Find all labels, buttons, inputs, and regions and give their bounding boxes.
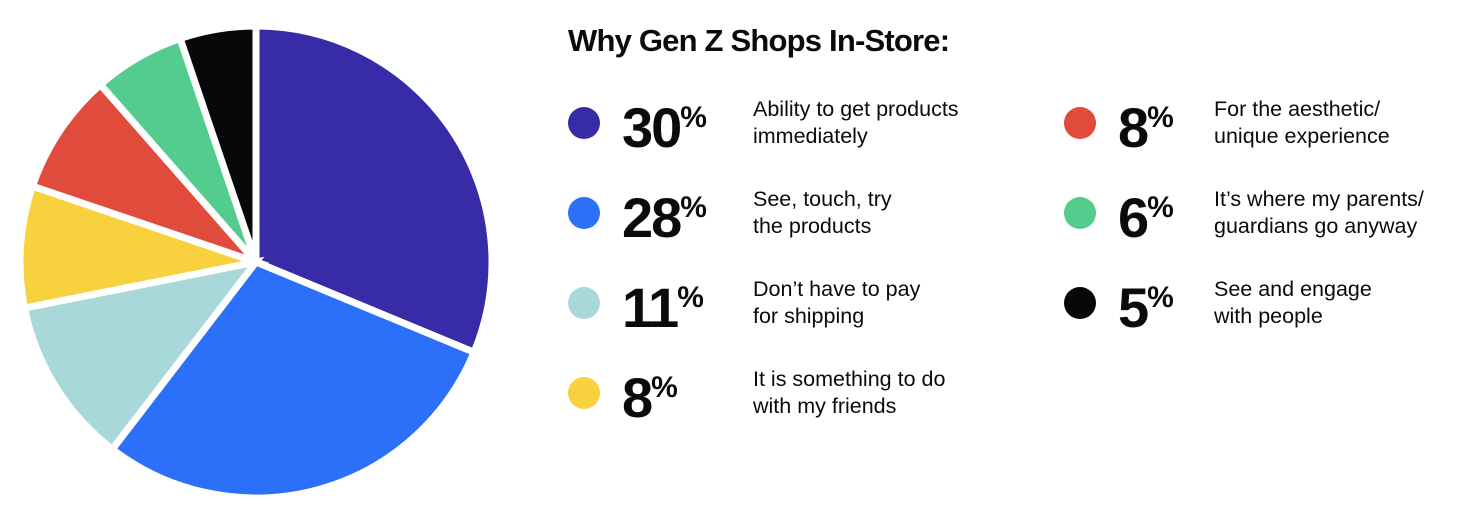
- legend-item: 8% It is something to do with my friends: [568, 348, 1064, 438]
- legend-value: 28%: [622, 180, 753, 246]
- legend-description: It’s where my parents/ guardians go anyw…: [1214, 187, 1424, 238]
- pie-slice-1: [107, 257, 479, 502]
- legend-value-number: 28: [622, 186, 682, 249]
- pie-chart: [16, 22, 496, 502]
- legend-value-number: 11: [622, 276, 679, 339]
- legend-value-number: 8: [622, 366, 653, 429]
- legend-column-right: 8% For the aesthetic/ unique experience 6%…: [1064, 78, 1458, 438]
- legend-value-number: 6: [1118, 186, 1149, 249]
- legend-description: For the aesthetic/ unique experience: [1214, 97, 1390, 148]
- legend-item: 28% See, touch, try the products: [568, 168, 1064, 258]
- legend-value: 11%: [622, 270, 753, 336]
- legend-columns: 30% Ability to get products immediately 28…: [568, 78, 1458, 438]
- legend-item: 11% Don’t have to pay for shipping: [568, 258, 1064, 348]
- pie-slice-2: [20, 256, 265, 455]
- legend-dot-icon: [568, 377, 600, 409]
- percent-sign: %: [677, 281, 704, 314]
- legend-value-number: 30: [622, 96, 682, 159]
- legend-value-number: 5: [1118, 276, 1149, 339]
- legend-description: See and engage with people: [1214, 277, 1372, 328]
- percent-sign: %: [1147, 281, 1174, 314]
- legend-item: 8% For the aesthetic/ unique experience: [1064, 78, 1458, 168]
- legend-value: 8%: [1118, 90, 1214, 156]
- legend-value: 8%: [622, 360, 753, 426]
- legend-dot-icon: [568, 107, 600, 139]
- legend-dot-icon: [1064, 287, 1096, 319]
- legend-dot-icon: [568, 287, 600, 319]
- pie-slice-6: [175, 22, 260, 264]
- legend-dot-icon: [1064, 107, 1096, 139]
- legend-panel: Why Gen Z Shops In-Store: 30% Ability to …: [568, 24, 1458, 438]
- percent-sign: %: [1147, 101, 1174, 134]
- pie-slice-4: [28, 79, 268, 270]
- legend-value: 6%: [1118, 180, 1214, 246]
- legend-dot-icon: [568, 197, 600, 229]
- legend-description: Don’t have to pay for shipping: [753, 277, 921, 328]
- chart-title: Why Gen Z Shops In-Store:: [568, 23, 950, 58]
- legend-dot-icon: [1064, 197, 1096, 229]
- legend-item: 5% See and engage with people: [1064, 258, 1458, 348]
- percent-sign: %: [1147, 191, 1174, 224]
- percent-sign: %: [680, 191, 707, 224]
- legend-item: 30% Ability to get products immediately: [568, 78, 1064, 168]
- legend-item: 6% It’s where my parents/ guardians go an…: [1064, 168, 1458, 258]
- legend-value: 5%: [1118, 270, 1214, 336]
- percent-sign: %: [680, 101, 707, 134]
- legend-description: It is something to do with my friends: [753, 367, 946, 418]
- pie-slice-3: [16, 181, 270, 313]
- pie-slice-0: [252, 22, 496, 357]
- legend-value: 30%: [622, 90, 753, 156]
- legend-column-left: 30% Ability to get products immediately 28…: [568, 78, 1064, 438]
- percent-sign: %: [651, 371, 678, 404]
- legend-description: See, touch, try the products: [753, 187, 892, 238]
- legend-value-number: 8: [1118, 96, 1149, 159]
- legend-description: Ability to get products immediately: [753, 97, 959, 148]
